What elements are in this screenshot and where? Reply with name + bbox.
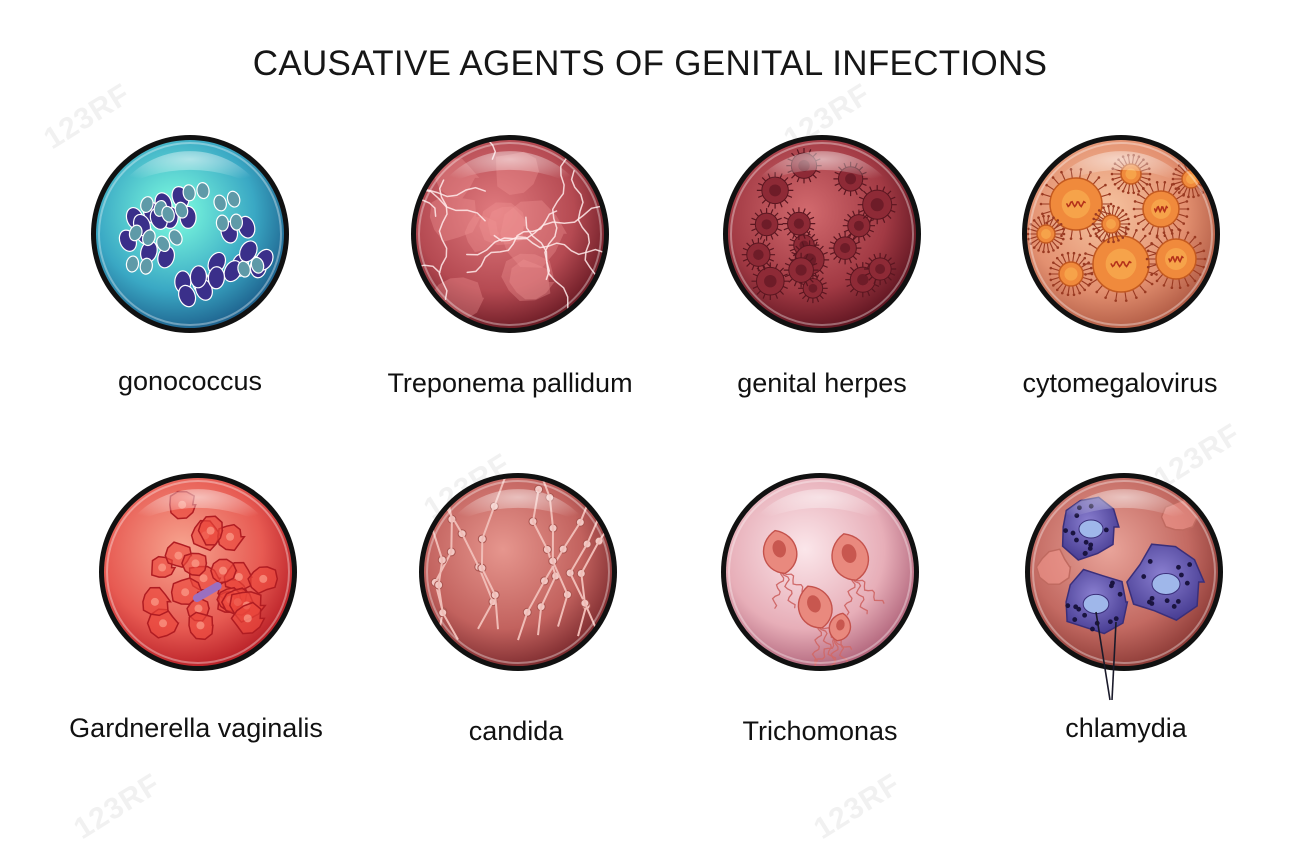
agent-label: chlamydia <box>1065 713 1187 743</box>
agent-label: Trichomonas <box>742 716 898 746</box>
agent-label: gonococcus <box>117 366 263 396</box>
page-title: CAUSATIVE AGENTS OF GENITAL INFECTIONS <box>252 44 1048 83</box>
agent-label: candida <box>468 716 564 746</box>
agent-label: Treponema pallidum <box>387 368 633 398</box>
agent-label: cytomegalovirus <box>1022 368 1218 398</box>
treponema-icon <box>411 135 609 333</box>
chlamydia-pointer-lines <box>1095 611 1117 701</box>
agent-label: genital herpes <box>737 368 907 398</box>
candida-icon <box>419 473 617 671</box>
trichomonas-icon <box>721 473 919 671</box>
chlamydia-icon <box>1025 473 1223 671</box>
agent-label: Gardnerella vaginalis <box>69 713 323 743</box>
cytomegalovirus-icon <box>1022 135 1220 333</box>
gardnerella-icon <box>99 473 297 671</box>
herpes-virus-icon <box>723 135 921 333</box>
gonococcus-icon <box>91 135 289 333</box>
